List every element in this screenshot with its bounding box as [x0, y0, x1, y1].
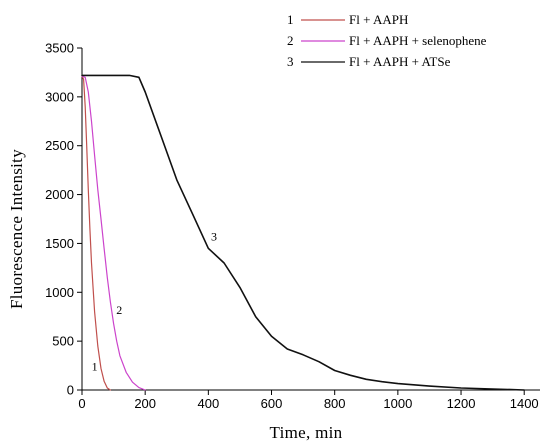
curve-label-2: 2: [116, 303, 122, 317]
legend-label-1: Fl + AAPH: [349, 12, 408, 27]
x-tick-label: 1400: [510, 396, 539, 411]
ticks: 0 200 400 600 800 1000 1200 1400 0 500 1000 1500 200…: [45, 41, 539, 412]
legend-label-2: Fl + AAPH + selenophene: [349, 33, 487, 48]
series-line-1: [81, 75, 112, 391]
legend-number-3: 3: [287, 54, 294, 69]
x-tick-label: 800: [324, 396, 346, 411]
x-tick-label: 1000: [383, 396, 412, 411]
y-tick-label: 1000: [45, 285, 74, 300]
x-tick-label: 400: [197, 396, 219, 411]
legend-number-1: 1: [287, 12, 294, 27]
series-line-3: [81, 74, 526, 391]
y-tick-label: 0: [67, 383, 74, 398]
series-line-2: [81, 75, 146, 391]
series: [81, 74, 526, 391]
axes: [81, 48, 540, 391]
y-tick-label: 500: [52, 334, 74, 349]
curve-label-1: 1: [92, 359, 98, 373]
y-tick-label: 2000: [45, 187, 74, 202]
legend-label-3: Fl + AAPH + ATSe: [349, 54, 451, 69]
y-tick-label: 3000: [45, 89, 74, 104]
x-tick-label: 600: [261, 396, 283, 411]
x-tick-label: 0: [78, 396, 85, 411]
x-tick-label: 1200: [447, 396, 476, 411]
y-tick-label: 2500: [45, 138, 74, 153]
curve-label-3: 3: [211, 229, 217, 243]
curve-labels: 1 2 3: [92, 229, 217, 373]
y-tick-label: 1500: [45, 236, 74, 251]
y-axis-title: Fluorescence Intensity: [7, 149, 26, 309]
legend-number-2: 2: [287, 33, 294, 48]
x-tick-label: 200: [134, 396, 156, 411]
y-tick-label: 3500: [45, 41, 74, 56]
legend: 1 Fl + AAPH 2 Fl + AAPH + selenophene 3 Fl + …: [287, 12, 487, 69]
x-axis-title: Time, min: [270, 423, 343, 442]
